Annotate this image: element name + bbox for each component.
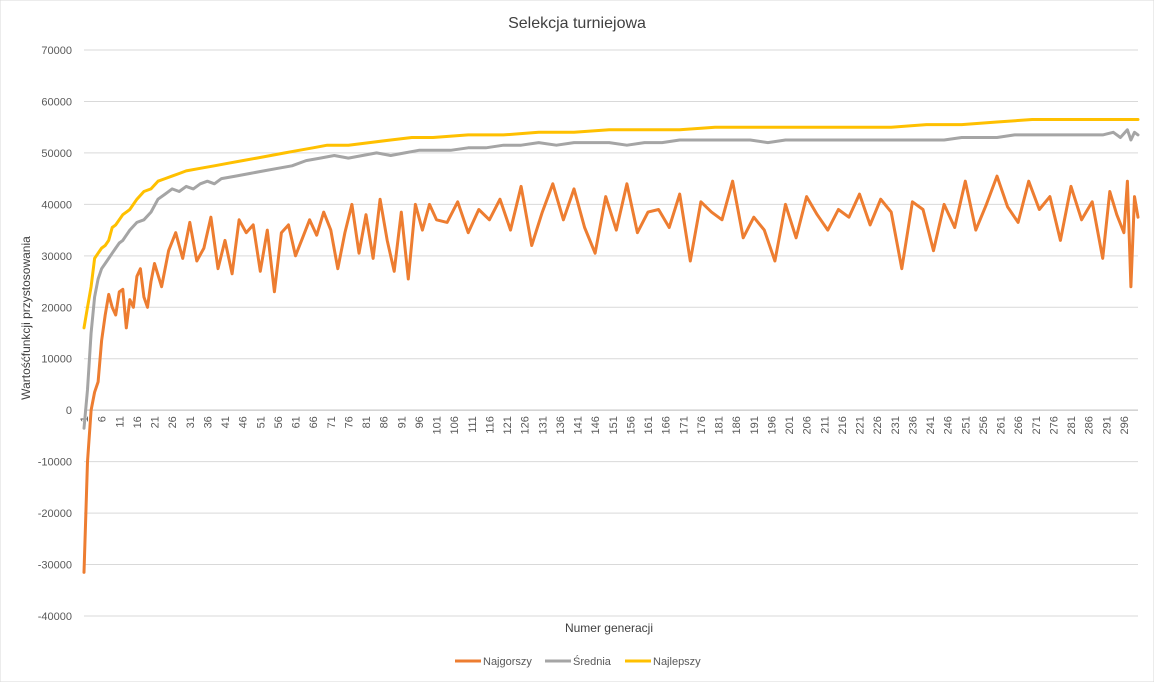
x-tick-label: 121 [502,416,514,434]
x-tick-label: 141 [573,416,585,434]
x-tick-label: 281 [1066,416,1078,434]
x-tick-label: 291 [1101,416,1113,434]
x-tick-label: 236 [907,416,919,434]
y-axis-tick-labels: -40000 -30000 -20000 -10000 0 10000 20000 30000… [38,45,72,623]
x-tick-label: 246 [943,416,955,434]
legend: Najgorszy Średnia Najlepszy [455,655,701,668]
x-tick-label: 196 [766,416,778,434]
series-line-najgorszy [82,174,1140,574]
x-tick-label: 161 [643,416,655,434]
x-tick-label: 111 [467,416,479,433]
y-axis-title: Wartośćfunkcji przystosowania [19,236,33,400]
series-line-najlepszy [82,118,1140,330]
legend-label: Najlepszy [653,656,701,668]
x-tick-label: 71 [326,416,338,428]
x-tick-label: 41 [220,416,232,428]
y-tick-label: 30000 [41,251,72,263]
x-tick-label: 11 [114,416,126,427]
x-tick-label: 231 [890,416,902,434]
series-lines [82,118,1140,574]
x-tick-label: 76 [343,416,355,428]
chart-title: Selekcja turniejowa [508,15,646,32]
x-tick-label: 271 [1031,416,1043,434]
series-line--rednia [82,128,1140,430]
y-tick-label: -10000 [38,457,72,469]
x-tick-label: 206 [802,416,814,434]
x-tick-label: 151 [608,416,620,434]
y-tick-label: 20000 [41,302,72,314]
x-tick-label: 276 [1048,416,1060,434]
x-tick-label: 131 [537,416,549,434]
legend-label: Średnia [573,655,612,668]
x-tick-label: 96 [414,416,426,428]
x-tick-label: 241 [925,416,937,434]
x-tick-label: 181 [714,416,726,434]
x-tick-label: 101 [432,416,444,434]
x-tick-label: 21 [150,416,162,428]
x-tick-label: 296 [1119,416,1131,434]
x-tick-label: 286 [1084,416,1096,434]
y-tick-label: -20000 [38,508,72,520]
x-tick-label: 146 [590,416,602,434]
x-tick-label: 201 [784,416,796,434]
x-tick-label: 216 [837,416,849,434]
y-tick-label: 40000 [41,199,72,211]
x-tick-label: 61 [291,416,303,428]
x-tick-label: 51 [255,416,267,428]
x-tick-label: 166 [661,416,673,434]
x-tick-label: 116 [484,416,496,434]
x-tick-label: 126 [520,416,532,434]
y-tick-label: 50000 [41,148,72,160]
x-tick-label: 86 [379,416,391,428]
y-tick-label: 0 [66,405,72,417]
x-axis-title: Numer generacji [565,621,653,635]
x-tick-label: 36 [202,416,214,428]
y-tick-label: 60000 [41,96,72,108]
x-axis-tick-labels: 1 6 11 16 21 26 31 36 41 46 51 56 61 66 71 76 81 86 91 96 10… [79,416,1131,434]
x-tick-label: 221 [855,416,867,434]
x-tick-label: 261 [996,416,1008,434]
x-tick-label: 256 [978,416,990,434]
x-tick-label: 226 [872,416,884,434]
x-tick-label: 66 [308,416,320,428]
y-tick-label: -40000 [38,611,72,623]
x-tick-label: 136 [555,416,567,434]
x-tick-label: 91 [396,416,408,428]
y-tick-label: -30000 [38,560,72,572]
y-tick-label: 10000 [41,354,72,366]
x-tick-label: 176 [696,416,708,434]
x-tick-label: 211 [819,416,831,434]
x-tick-label: 56 [273,416,285,428]
x-tick-label: 191 [749,416,761,434]
x-tick-label: 81 [361,416,373,428]
x-tick-label: 16 [132,416,144,428]
x-tick-label: 106 [449,416,461,434]
x-tick-label: 26 [167,416,179,428]
legend-label: Najgorszy [483,656,532,668]
x-tick-label: 251 [960,416,972,434]
x-tick-label: 6 [97,416,109,422]
x-tick-label: 31 [185,416,197,428]
x-tick-label: 186 [731,416,743,434]
x-tick-label: 266 [1013,416,1025,434]
y-tick-label: 70000 [41,45,72,57]
x-tick-label: 156 [625,416,637,434]
x-tick-label: 46 [238,416,250,428]
x-tick-label: 171 [678,416,690,434]
